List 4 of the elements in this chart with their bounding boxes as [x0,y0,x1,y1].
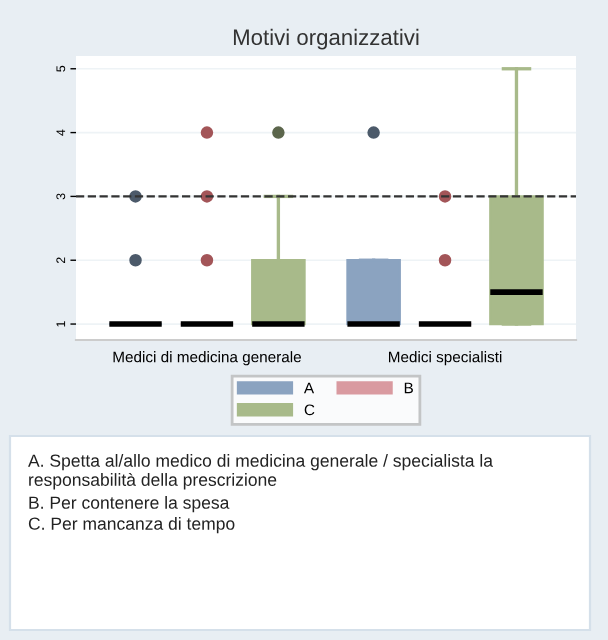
text: B. Per contenere la spesa [29,496,230,513]
chart-title: Motivi organizzativi [233,28,419,50]
text: A. Spetta al/allo medico di medicina generale / specialista la responsabilità della prescrizione [28,454,493,490]
text: C. Per mancanza di tempo [28,517,235,534]
